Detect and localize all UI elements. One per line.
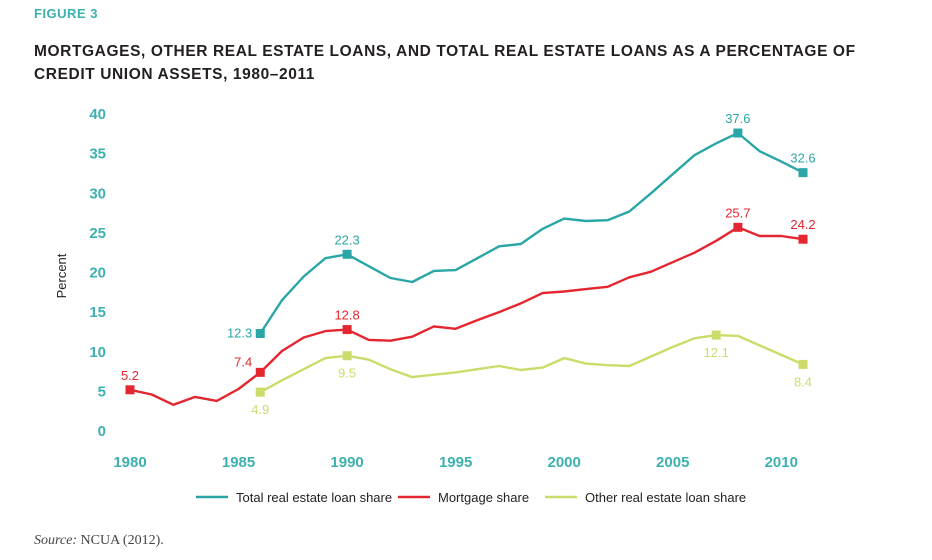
y-tick-label: 30 bbox=[89, 185, 106, 202]
legend-item-total: Total real estate loan share bbox=[196, 490, 392, 505]
other-series: 4.9 9.5 12.1 8.4 bbox=[251, 330, 812, 417]
x-tick-label: 2000 bbox=[548, 454, 581, 471]
mortgage-marker bbox=[798, 234, 808, 244]
legend-label-total: Total real estate loan share bbox=[236, 490, 392, 505]
y-tick-label: 25 bbox=[89, 225, 106, 242]
total-data-label: 37.6 bbox=[725, 111, 750, 126]
mortgage-marker bbox=[733, 222, 743, 232]
y-tick-label: 5 bbox=[98, 383, 106, 400]
mortgage-data-label: 12.8 bbox=[334, 308, 359, 323]
figure-label: FIGURE 3 bbox=[34, 6, 98, 21]
other-data-label: 8.4 bbox=[794, 374, 812, 389]
series-layer: 4.9 9.5 12.1 8.4 5.2 7.4 12.8 25.7 24.2 12.3 22.3 3… bbox=[121, 111, 816, 417]
x-axis-ticks: 1980 1985 1990 1995 2000 2005 2010 bbox=[113, 454, 798, 471]
x-tick-label: 2010 bbox=[765, 454, 798, 471]
total-marker bbox=[255, 329, 265, 339]
legend-label-other: Other real estate loan share bbox=[585, 490, 746, 505]
other-data-label: 9.5 bbox=[338, 366, 356, 381]
other-marker bbox=[255, 387, 265, 397]
legend-item-mortgage: Mortgage share bbox=[398, 490, 529, 505]
legend-label-mortgage: Mortgage share bbox=[438, 490, 529, 505]
x-tick-label: 1990 bbox=[330, 454, 363, 471]
total-marker bbox=[342, 249, 352, 259]
mortgage-data-label: 7.4 bbox=[234, 354, 252, 369]
y-tick-label: 10 bbox=[89, 344, 106, 361]
other-line bbox=[259, 333, 804, 394]
total-data-label: 12.3 bbox=[227, 326, 252, 341]
other-data-label: 4.9 bbox=[251, 402, 269, 417]
x-tick-label: 1995 bbox=[439, 454, 472, 471]
other-marker bbox=[342, 351, 352, 361]
total-marker bbox=[798, 168, 808, 178]
mortgage-series: 5.2 7.4 12.8 25.7 24.2 bbox=[121, 205, 816, 406]
y-axis-ticks: 0 5 10 15 20 25 30 35 40 bbox=[89, 106, 106, 440]
mortgage-marker bbox=[255, 367, 265, 377]
y-tick-label: 40 bbox=[89, 106, 106, 123]
y-axis-label: Percent bbox=[54, 253, 69, 298]
source-prefix: Source: bbox=[34, 533, 78, 548]
other-marker bbox=[711, 330, 721, 340]
y-tick-label: 35 bbox=[89, 146, 106, 163]
other-marker bbox=[798, 359, 808, 369]
chart-title: MORTGAGES, OTHER REAL ESTATE LOANS, AND … bbox=[34, 43, 856, 83]
mortgage-marker bbox=[125, 385, 135, 395]
legend: Total real estate loan share Mortgage sha… bbox=[196, 490, 746, 505]
x-tick-label: 1985 bbox=[222, 454, 255, 471]
total-data-label: 22.3 bbox=[334, 232, 359, 247]
legend-item-other: Other real estate loan share bbox=[545, 490, 746, 505]
y-tick-label: 0 bbox=[98, 423, 106, 440]
mortgage-line bbox=[129, 226, 804, 406]
total-marker bbox=[733, 128, 743, 138]
y-tick-label: 20 bbox=[89, 265, 106, 282]
mortgage-data-label: 25.7 bbox=[725, 205, 750, 220]
other-data-label: 12.1 bbox=[704, 345, 729, 360]
total-series: 12.3 22.3 37.6 32.6 bbox=[227, 111, 816, 341]
mortgage-data-label: 5.2 bbox=[121, 368, 139, 383]
source-text: NCUA (2012). bbox=[80, 533, 164, 548]
x-tick-label: 1980 bbox=[113, 454, 146, 471]
y-tick-label: 15 bbox=[89, 304, 106, 321]
source-note: Source: NCUA (2012). bbox=[34, 533, 164, 549]
total-data-label: 32.6 bbox=[790, 151, 815, 166]
mortgage-data-label: 24.2 bbox=[790, 217, 815, 232]
mortgage-marker bbox=[342, 325, 352, 335]
line-chart: 0 5 10 15 20 25 30 35 40 1980 1985 1990 1995 2000 200… bbox=[54, 106, 816, 505]
x-tick-label: 2005 bbox=[656, 454, 689, 471]
